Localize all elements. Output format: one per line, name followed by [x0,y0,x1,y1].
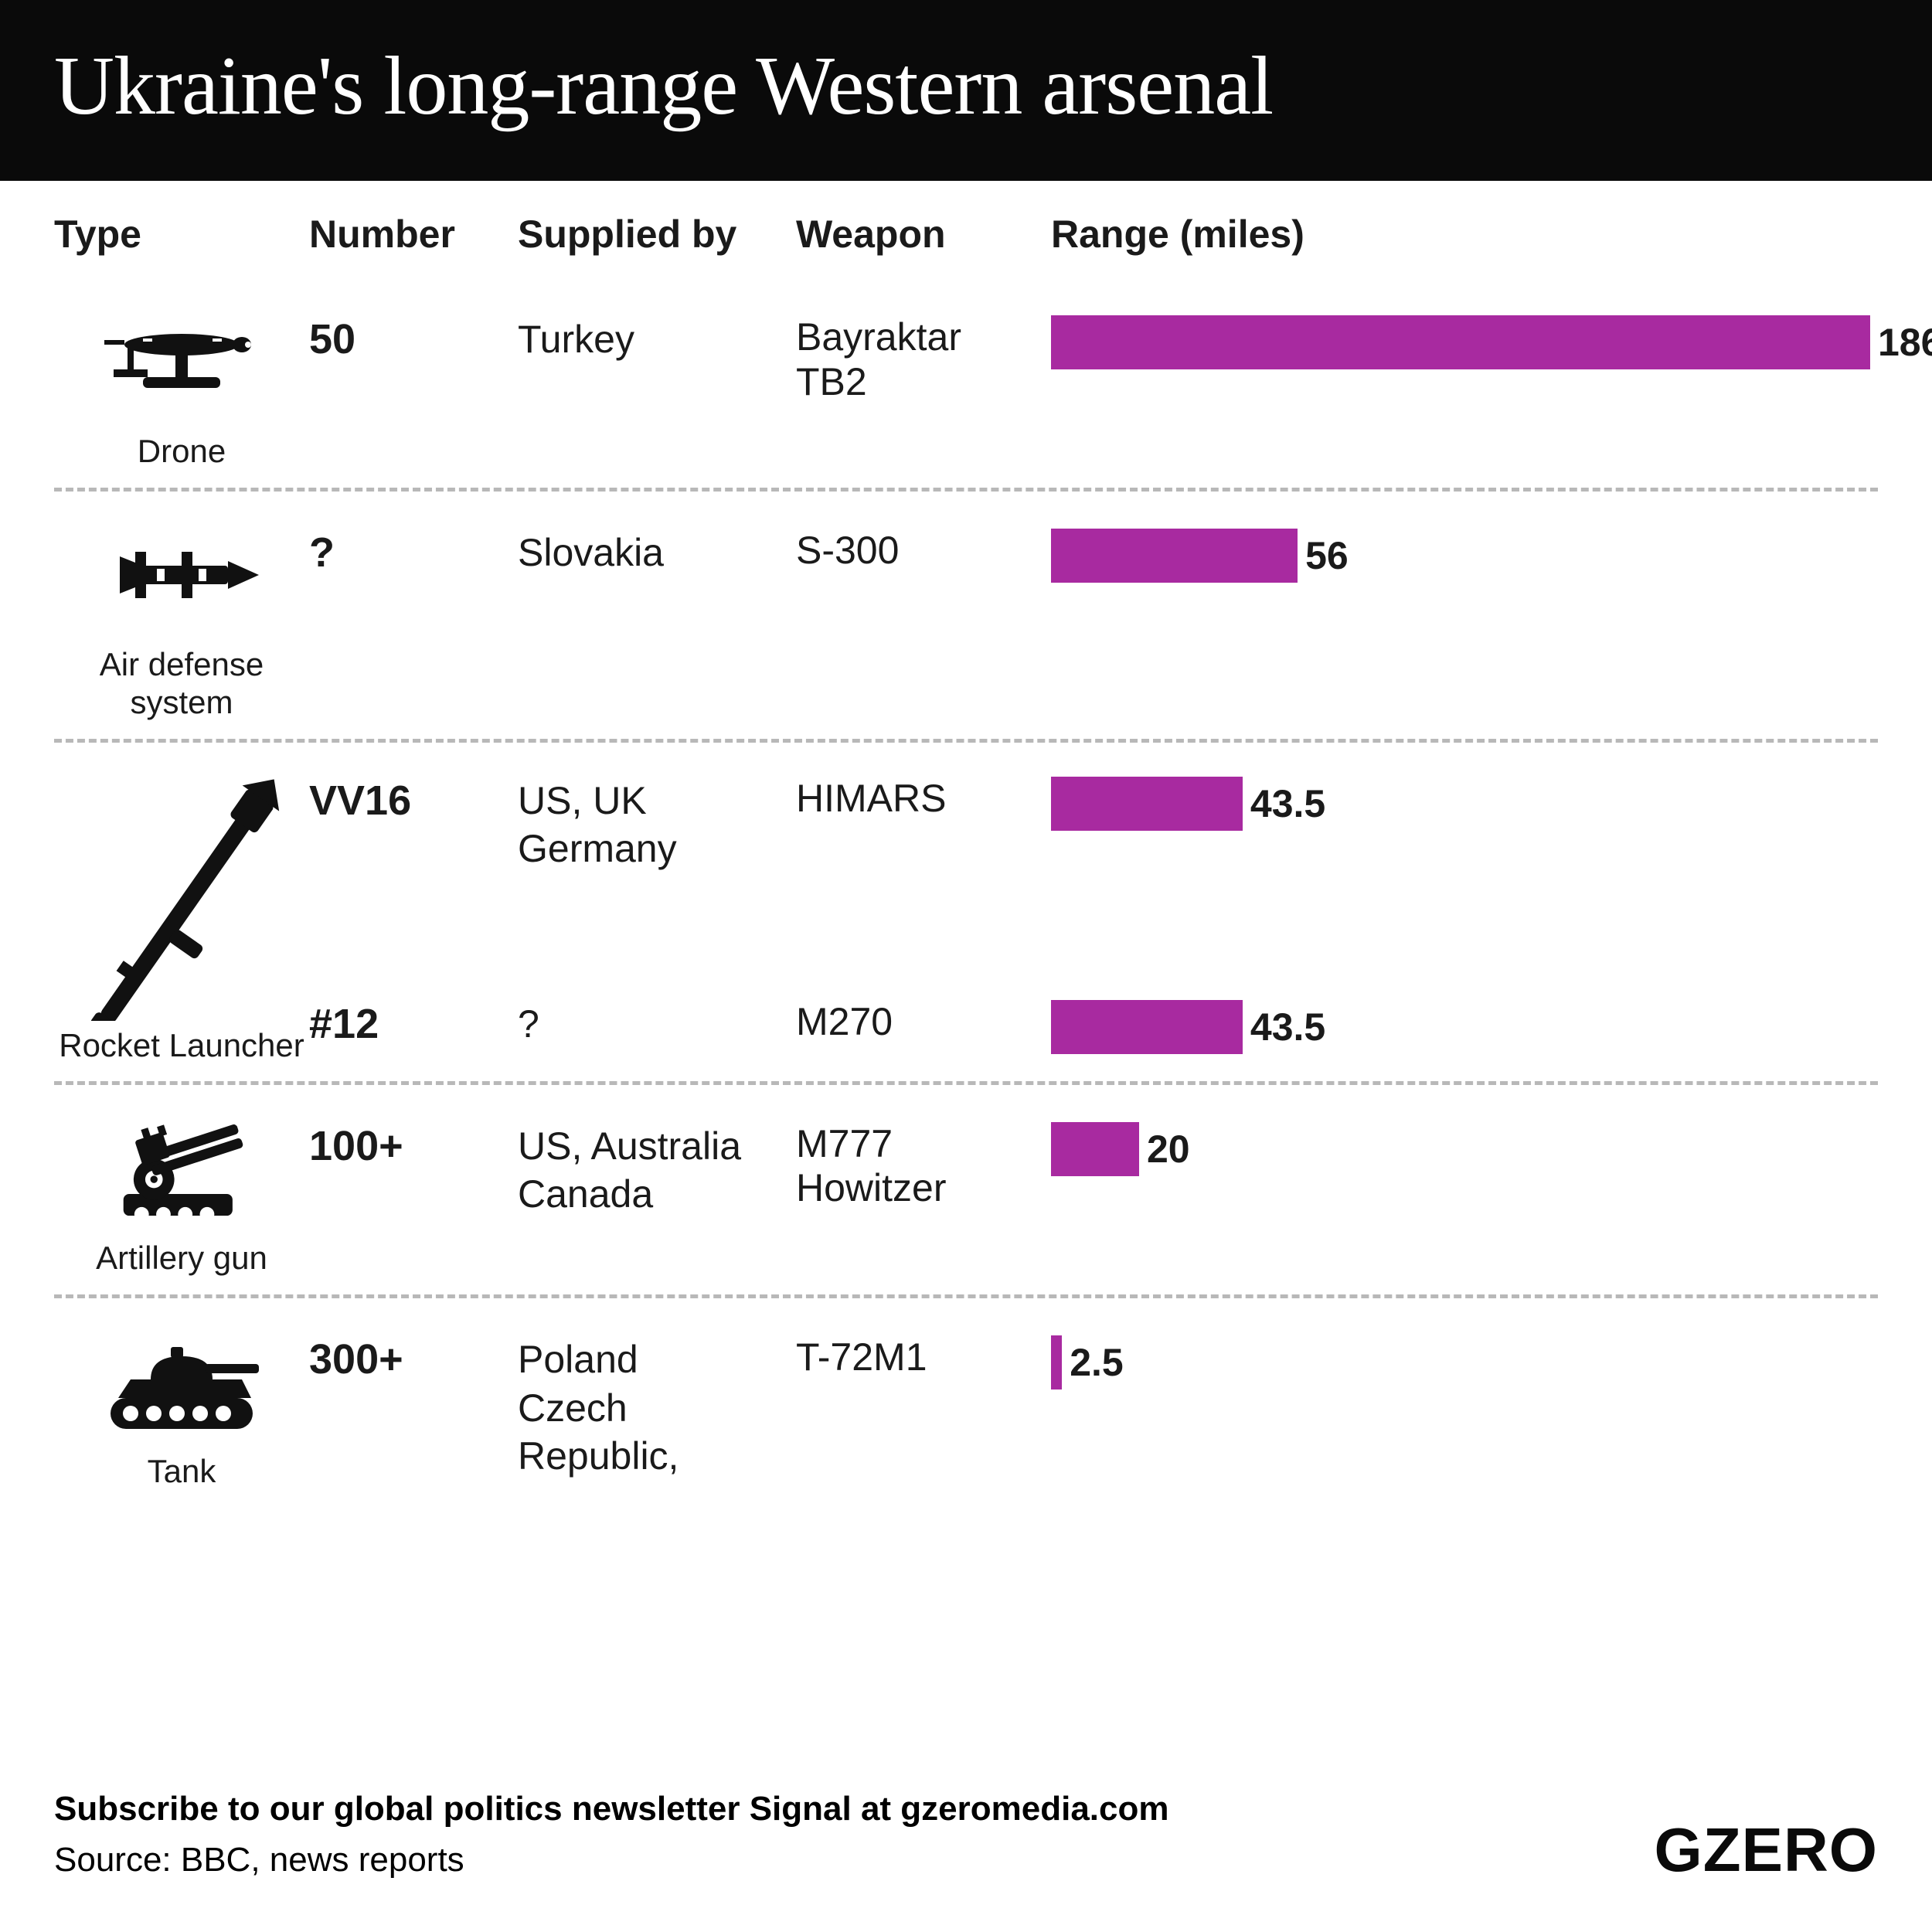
number-cell: #12 [309,985,518,1048]
table-row: Rocket Launcher VV16 US, UK Germany HIMA… [54,743,1878,1085]
number-cell: 50 [309,300,518,363]
supplied-cell: Turkey [518,300,796,364]
column-headers: Type Number Supplied by Weapon Range (mi… [54,212,1878,278]
artillery-icon [97,1107,267,1230]
range-cell: 56 [1051,513,1878,583]
range-cell: 2.5 [1051,1320,1878,1389]
range-value-label: 20 [1147,1127,1190,1172]
type-label: Artillery gun [96,1240,267,1277]
supplied-cell: Poland Czech Republic, [518,1320,796,1481]
header-number: Number [309,212,518,257]
weapon-cell: M270 [796,985,1051,1045]
type-cell: Drone [54,300,309,470]
header-supplied: Supplied by [518,212,796,257]
header-range: Range (miles) [1051,212,1878,257]
type-label: Drone [138,433,226,470]
supplied-cell: Slovakia [518,513,796,577]
type-cell: Tank [54,1320,309,1490]
range-cell: 20 [1051,1107,1878,1176]
supplied-cell: ? [518,985,796,1049]
range-bar [1051,1335,1062,1389]
range-value-label: 186 [1878,320,1932,365]
weapon-cell: Bayraktar TB2 [796,300,1051,404]
range-cell: 43.5 [1051,761,1878,831]
gzero-logo: GZERO [1655,1815,1878,1886]
number-cell: ? [309,513,518,577]
range-cell: 43.5 [1051,985,1878,1054]
range-cell: 186 [1051,300,1932,369]
range-bar [1051,529,1298,583]
number-cell: 300+ [309,1320,518,1383]
type-cell: Rocket Launcher [54,774,309,1064]
range-bar [1051,1122,1139,1176]
type-label: Tank [148,1453,216,1490]
range-value-label: 2.5 [1070,1340,1124,1385]
page-title: Ukraine's long-range Western arsenal [54,39,1878,134]
weapon-cell: S-300 [796,513,1051,573]
weapon-cell: T-72M1 [796,1320,1051,1380]
range-value-label: 43.5 [1250,781,1325,826]
tank-icon [97,1320,267,1444]
type-cell: Artillery gun [54,1107,309,1277]
range-value-label: 43.5 [1250,1005,1325,1049]
type-cell: Air defense system [54,513,309,721]
range-bar [1051,777,1243,831]
source-line: Source: BBC, news reports [54,1835,1169,1886]
weapon-cell: M777 Howitzer [796,1107,1051,1211]
footer: Subscribe to our global politics newslet… [0,1760,1932,1932]
subscribe-line: Subscribe to our global politics newslet… [54,1784,1169,1835]
header-type: Type [54,212,309,257]
range-bar [1051,1000,1243,1054]
range-bar [1051,315,1870,369]
table-row: Air defense system ? Slovakia S-300 56 [54,492,1878,743]
type-label: Air defense system [54,646,309,721]
table-row: Artillery gun 100+ US, Australia Canada … [54,1085,1878,1298]
weapon-cell: HIMARS [796,761,1051,821]
range-value-label: 56 [1305,533,1349,578]
infographic-container: Ukraine's long-range Western arsenal Typ… [0,0,1932,1932]
title-bar: Ukraine's long-range Western arsenal [0,0,1932,181]
table-row: Drone 50 Turkey Bayraktar TB2 186 [54,278,1878,492]
supplied-cell: US, UK Germany [518,761,796,873]
type-label: Rocket Launcher [59,1027,304,1064]
header-weapon: Weapon [796,212,1051,257]
missile-icon [97,513,267,637]
number-cell: VV16 [309,761,518,825]
footer-text: Subscribe to our global politics newslet… [54,1784,1169,1886]
table-row: Tank 300+ Poland Czech Republic, T-72M1 … [54,1298,1878,1512]
rocket-launcher-icon [81,774,282,1021]
number-cell: 100+ [309,1107,518,1170]
supplied-cell: US, Australia Canada [518,1107,796,1219]
content-area: Type Number Supplied by Weapon Range (mi… [0,181,1932,1760]
drone-icon [97,300,267,423]
